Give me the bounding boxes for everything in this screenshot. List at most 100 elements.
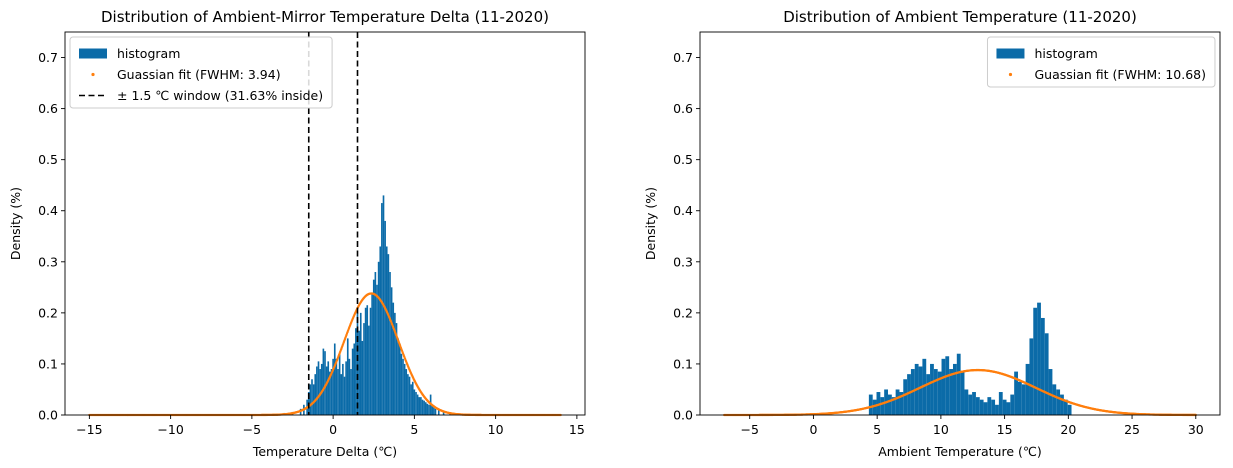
y-tick-label: 0.4 bbox=[38, 203, 58, 218]
hist-bar bbox=[1063, 399, 1068, 415]
hist-bar bbox=[1048, 369, 1053, 415]
hist-bar bbox=[437, 409, 440, 415]
x-tick-label: 15 bbox=[997, 422, 1013, 437]
legend-box bbox=[986, 36, 1216, 88]
hist-bar bbox=[397, 338, 399, 415]
hist-bar bbox=[374, 272, 377, 415]
hist-bar bbox=[372, 279, 375, 415]
hist-bar bbox=[964, 389, 969, 415]
chart-title: Distribution of Ambient Temperature (11-… bbox=[783, 8, 1137, 26]
hist-bar bbox=[364, 307, 367, 415]
hist-bar bbox=[384, 220, 386, 415]
hist-bar bbox=[337, 369, 339, 415]
hist-bar bbox=[410, 384, 412, 415]
hist-bar bbox=[415, 392, 417, 415]
chart-delta-distribution: Distribution of Ambient-Mirror Temperatu… bbox=[8, 8, 586, 459]
hist-bar bbox=[400, 353, 403, 415]
hist-bar bbox=[433, 407, 435, 415]
hist-bar bbox=[309, 384, 312, 415]
x-tick-label: 15 bbox=[569, 422, 585, 437]
y-tick-label: 0.6 bbox=[673, 101, 693, 116]
hist-bar bbox=[385, 246, 388, 415]
hist-bar bbox=[346, 338, 349, 415]
axes-spines bbox=[699, 31, 1221, 416]
y-tick-label: 0.4 bbox=[673, 203, 693, 218]
hist-bar bbox=[918, 366, 923, 415]
hist-bar bbox=[975, 397, 980, 415]
hist-bar bbox=[387, 254, 390, 415]
hist-bar bbox=[1040, 317, 1045, 415]
hist-bar bbox=[434, 408, 437, 415]
hist-bar bbox=[368, 325, 370, 415]
hist-bar bbox=[1025, 363, 1030, 415]
hist-bar bbox=[379, 246, 382, 415]
y-tick-label: 0.6 bbox=[38, 101, 58, 116]
hist-bar bbox=[403, 363, 406, 415]
x-tick-label: −5 bbox=[740, 422, 758, 437]
legend-label: histogram bbox=[117, 46, 180, 61]
x-tick-label: 25 bbox=[1124, 422, 1140, 437]
x-tick-label: −5 bbox=[243, 422, 261, 437]
hist-bar bbox=[1056, 389, 1061, 415]
hist-bar bbox=[319, 369, 321, 415]
hist-bar bbox=[411, 381, 414, 415]
hist-bar bbox=[335, 358, 338, 415]
hist-bar bbox=[355, 328, 357, 415]
x-tick-label: 10 bbox=[933, 422, 949, 437]
hist-bar bbox=[1017, 381, 1022, 415]
hist-bar bbox=[376, 284, 378, 415]
hist-bar bbox=[442, 411, 445, 415]
x-axis-label: Temperature Delta (℃) bbox=[252, 444, 397, 459]
hist-bar bbox=[1044, 333, 1049, 415]
hist-bar bbox=[371, 292, 373, 415]
axes-frame bbox=[64, 31, 586, 416]
hist-bar bbox=[1052, 384, 1057, 415]
hist-bar bbox=[345, 361, 347, 415]
x-axis-ticks: −5 0 5 10 15 20 25 30 bbox=[740, 415, 1204, 437]
hist-bar bbox=[381, 203, 383, 415]
hist-bar bbox=[1014, 371, 1018, 415]
hist-bar bbox=[340, 374, 343, 415]
hist-bar bbox=[366, 305, 369, 415]
legend-label: histogram bbox=[1034, 46, 1097, 61]
hist-bar bbox=[356, 312, 359, 415]
hist-bar bbox=[876, 392, 881, 415]
x-tick-label: −15 bbox=[76, 422, 102, 437]
y-tick-label: 0.3 bbox=[38, 254, 58, 269]
x-tick-label: 10 bbox=[488, 422, 504, 437]
y-axis-label: Density (%) bbox=[8, 187, 23, 260]
hist-bar bbox=[330, 369, 333, 415]
hist-bar bbox=[390, 287, 393, 415]
y-tick-label: 0.2 bbox=[673, 305, 693, 320]
y-tick-label: 0.3 bbox=[673, 254, 693, 269]
hist-bar bbox=[899, 392, 904, 415]
plot-area bbox=[700, 32, 1220, 415]
x-tick-label: −10 bbox=[157, 422, 183, 437]
hist-bar bbox=[320, 363, 323, 415]
hist-bar bbox=[343, 376, 346, 415]
hist-bar bbox=[361, 340, 364, 415]
y-tick-label: 0.1 bbox=[38, 356, 58, 371]
y-tick-label: 0.0 bbox=[673, 408, 693, 423]
x-tick-label: 0 bbox=[809, 422, 817, 437]
hist-bar bbox=[972, 392, 976, 415]
hist-bar bbox=[937, 371, 942, 415]
hist-bar bbox=[350, 369, 352, 415]
hist-bar bbox=[421, 399, 424, 415]
hist-bar bbox=[887, 394, 892, 415]
hist-bar bbox=[327, 361, 330, 415]
hist-bar bbox=[348, 358, 351, 415]
hist-bar bbox=[431, 405, 434, 415]
hist-bar bbox=[358, 330, 360, 415]
hist-bar bbox=[407, 374, 409, 415]
legend: histogram Guassian fit (FWHM: 10.68) bbox=[986, 36, 1216, 88]
hist-bar bbox=[408, 376, 411, 415]
hist-bar bbox=[359, 312, 362, 415]
y-tick-label: 0.5 bbox=[673, 152, 693, 167]
hist-bar bbox=[1060, 394, 1064, 415]
hist-bar bbox=[1033, 307, 1038, 415]
hist-bar bbox=[312, 384, 315, 415]
hist-bar bbox=[945, 356, 950, 415]
legend-box bbox=[69, 36, 333, 109]
hist-bar bbox=[987, 397, 992, 415]
